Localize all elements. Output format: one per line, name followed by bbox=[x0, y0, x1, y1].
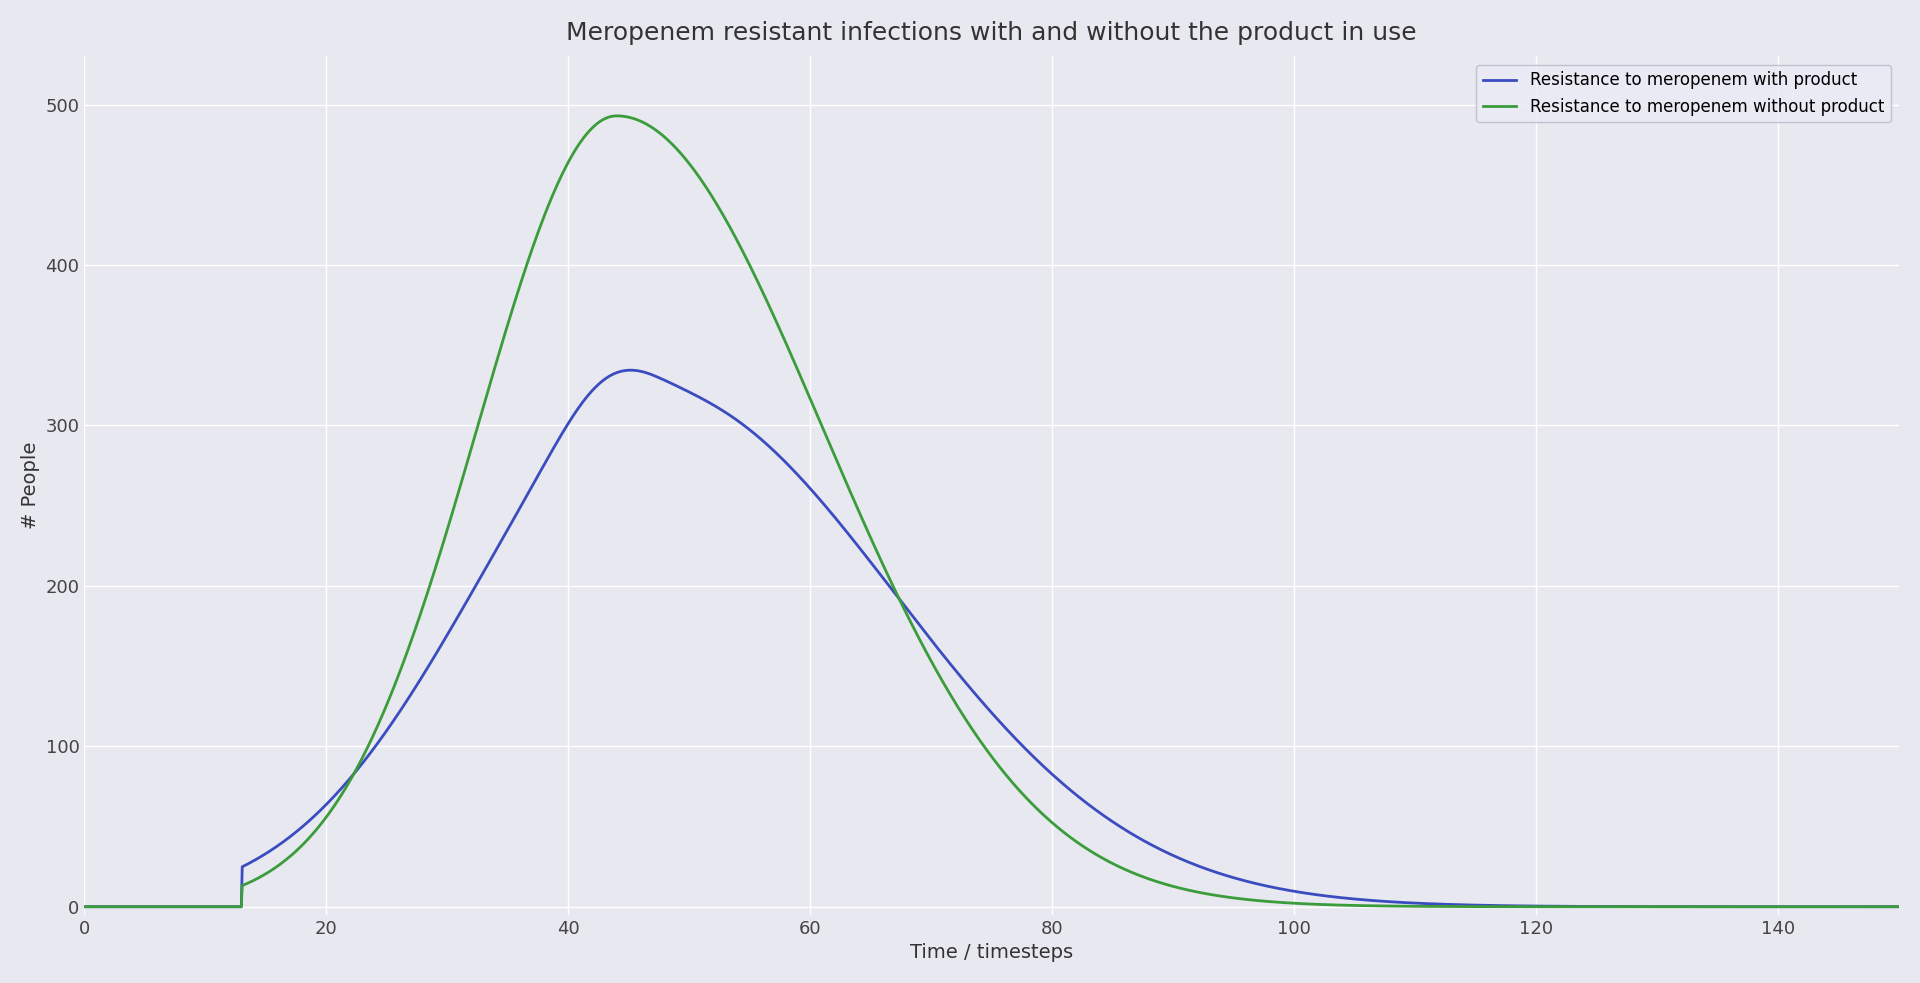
Resistance to meropenem without product bbox=[1887, 900, 1910, 912]
Resistance to meropenem without product bbox=[1836, 900, 1859, 912]
Line: Resistance to meropenem without product: Resistance to meropenem without product bbox=[84, 116, 1899, 906]
Title: Meropenem resistant infections with and without the product in use: Meropenem resistant infections with and … bbox=[566, 21, 1417, 45]
Resistance to meropenem with product bbox=[1836, 900, 1859, 912]
Resistance to meropenem without product bbox=[605, 110, 628, 122]
Resistance to meropenem with product bbox=[620, 365, 643, 376]
Resistance to meropenem with product bbox=[956, 679, 979, 691]
Resistance to meropenem without product bbox=[73, 900, 96, 912]
Resistance to meropenem with product bbox=[73, 900, 96, 912]
Legend: Resistance to meropenem with product, Resistance to meropenem without product: Resistance to meropenem with product, Re… bbox=[1476, 65, 1891, 123]
Resistance to meropenem with product bbox=[1887, 900, 1910, 912]
Resistance to meropenem with product bbox=[908, 619, 931, 631]
Resistance to meropenem without product bbox=[1503, 900, 1526, 912]
Resistance to meropenem without product bbox=[165, 900, 188, 912]
Resistance to meropenem without product bbox=[908, 633, 931, 645]
Resistance to meropenem with product bbox=[165, 900, 188, 912]
Resistance to meropenem without product bbox=[956, 717, 979, 728]
Line: Resistance to meropenem with product: Resistance to meropenem with product bbox=[84, 371, 1899, 906]
Resistance to meropenem with product bbox=[1503, 899, 1526, 911]
Resistance to meropenem with product bbox=[1836, 900, 1859, 912]
Y-axis label: # People: # People bbox=[21, 442, 40, 529]
X-axis label: Time / timesteps: Time / timesteps bbox=[910, 943, 1073, 962]
Resistance to meropenem without product bbox=[1836, 900, 1859, 912]
